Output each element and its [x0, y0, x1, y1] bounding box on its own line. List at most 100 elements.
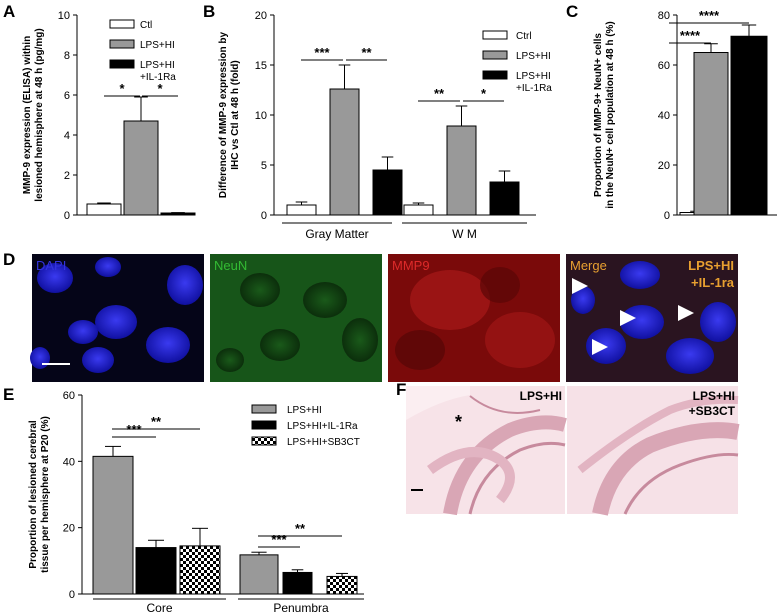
panel-label-f: F: [396, 380, 406, 399]
category-label: W M: [452, 227, 477, 241]
legend-swatch: [251, 404, 277, 414]
y-tick-label: 80: [658, 10, 670, 22]
legend-label: LPS+HI: [516, 71, 551, 82]
significance-label: *: [481, 86, 487, 101]
y-axis-title: in the NeuN+ cell population at 48 h (%): [605, 21, 616, 209]
bar: [403, 204, 434, 216]
arrowhead-icon: [620, 310, 636, 326]
significance-label: **: [295, 521, 306, 536]
legend-swatch: [482, 70, 508, 80]
micrograph-mmp9: MMP9: [388, 254, 560, 382]
arrowhead-icon: [592, 339, 608, 355]
y-tick-label: 0: [261, 210, 267, 222]
legend-label: LPS+HI: [516, 51, 551, 62]
legend-label: Ctrl: [516, 31, 532, 42]
arrowhead-icon: [572, 278, 588, 294]
significance-label: *: [119, 81, 125, 96]
y-tick-label: 60: [63, 390, 75, 402]
significance-label: ***: [271, 532, 287, 547]
histology-right-label-1: LPS+HI: [693, 389, 735, 403]
y-axis-title: tissue per hemisphere at P20 (%): [40, 416, 51, 573]
scale-bar: [411, 489, 423, 491]
significance-label: ****: [680, 28, 701, 43]
panel-label-c: C: [566, 2, 578, 21]
y-tick-label: 0: [64, 210, 70, 222]
significance-label: **: [434, 86, 445, 101]
histology-right-label-2: +SB3CT: [689, 404, 736, 418]
legend-swatch: [482, 30, 508, 40]
neun-label: NeuN: [214, 258, 247, 273]
y-axis-title: lesioned hemisphere at 48 h (pg/mg): [34, 28, 45, 201]
y-tick-label: 40: [63, 456, 75, 468]
bar: [286, 204, 317, 216]
y-tick-label: 5: [261, 160, 267, 172]
y-tick-label: 20: [658, 160, 670, 172]
significance-label: **: [361, 45, 372, 60]
panel-label-e: E: [3, 385, 14, 404]
chart-c: 0 20 40 60 80 Proportion of MMP-9+ NeuN+ cell…: [593, 8, 777, 222]
category-label: Penumbra: [273, 601, 329, 615]
scale-bar: [42, 363, 70, 365]
bar: [730, 35, 768, 216]
bar: [123, 120, 159, 216]
legend-swatch: [109, 19, 135, 29]
legend-label: LPS+HI: [287, 405, 322, 416]
chart-b: 0 5 10 15 20 Difference of MMP-9 expression b…: [218, 10, 552, 241]
legend-swatch: [482, 50, 508, 60]
y-tick-label: 15: [255, 60, 267, 72]
bar: [135, 547, 177, 595]
bar: [372, 169, 403, 216]
legend-label: LPS+HI+SB3CT: [287, 437, 360, 448]
y-axis-title: Proportion of MMP-9+ NeuN+ cells: [593, 33, 604, 197]
dapi-label: DAPI: [36, 258, 66, 273]
legend-swatch: [109, 39, 135, 49]
micrograph-dapi: DAPI: [30, 254, 204, 382]
chart-a: 0 2 4 6 8 10 MMP-9 expression (ELISA) within le…: [22, 10, 196, 222]
significance-label: **: [151, 414, 162, 429]
y-tick-label: 10: [58, 10, 70, 22]
y-tick-label: 0: [69, 589, 75, 601]
significance-label: *: [157, 81, 163, 96]
bar: [326, 575, 358, 595]
lesion-star: *: [455, 412, 462, 432]
merge-label: Merge: [570, 258, 607, 273]
legend-swatch: [109, 59, 135, 69]
panel-label-d: D: [3, 250, 15, 269]
bar: [693, 52, 729, 216]
bar: [239, 554, 279, 595]
panel-label-b: B: [203, 2, 215, 21]
micrograph-neun: NeuN: [210, 254, 382, 382]
y-tick-label: 6: [64, 90, 70, 102]
chart-e: 0 20 40 60 Proportion of lesioned cerebral ti…: [28, 390, 364, 615]
bar: [329, 88, 360, 216]
bar: [92, 455, 134, 595]
legend-label: +IL-1Ra: [140, 72, 176, 83]
legend-label: LPS+HI+IL-1Ra: [287, 421, 358, 432]
bar: [86, 203, 122, 216]
legend-label: LPS+HI: [140, 40, 175, 51]
y-tick-label: 10: [255, 110, 267, 122]
mmp9-label: MMP9: [392, 258, 430, 273]
micrograph-merge: Merge LPS+HI +IL-1ra: [566, 254, 738, 382]
legend-label: LPS+HI: [140, 60, 175, 71]
arrowhead-icon: [678, 305, 694, 321]
bar: [179, 545, 221, 595]
y-axis-title: Difference of MMP-9 expression by: [218, 31, 229, 198]
legend-label: +IL-1Ra: [516, 83, 552, 94]
y-axis-title: MMP-9 expression (ELISA) within: [22, 36, 33, 194]
condition-label-1: LPS+HI: [688, 258, 734, 273]
bar: [489, 181, 520, 216]
y-tick-label: 60: [658, 60, 670, 72]
condition-label-2: +IL-1ra: [691, 275, 735, 290]
y-tick-label: 20: [63, 523, 75, 535]
legend-swatch: [251, 436, 277, 446]
significance-label: ***: [314, 45, 330, 60]
histology-sb3ct: LPS+HI +SB3CT: [567, 386, 740, 516]
legend-swatch: [251, 420, 277, 430]
category-label: Core: [146, 601, 172, 615]
histology-lps-hi: LPS+HI *: [406, 386, 567, 516]
legend-label: Ctl: [140, 20, 152, 31]
y-tick-label: 2: [64, 170, 70, 182]
significance-label: ****: [699, 8, 720, 23]
